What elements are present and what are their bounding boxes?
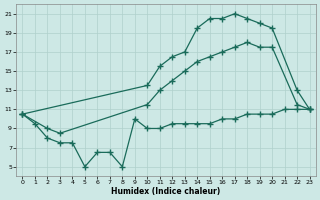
X-axis label: Humidex (Indice chaleur): Humidex (Indice chaleur) xyxy=(111,187,221,196)
